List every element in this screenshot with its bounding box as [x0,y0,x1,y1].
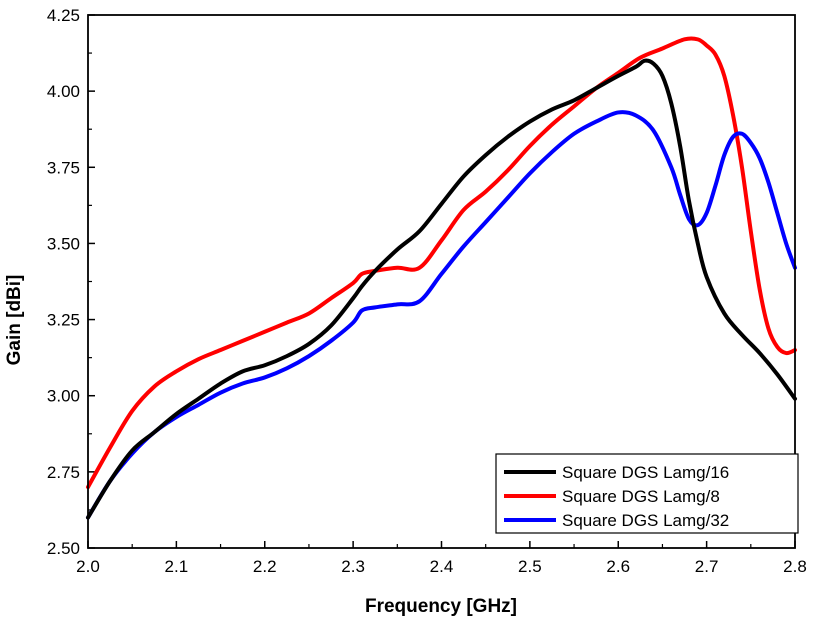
plot-frame [87,14,796,549]
x-tick-label: 2.2 [253,557,277,576]
series-layer [86,36,797,520]
legend-label-lamg8: Square DGS Lamg/8 [562,487,720,506]
y-tick-label: 3.50 [47,234,80,253]
y-tick-label: 3.25 [47,311,80,330]
tick-labels: 2.0 2.1 2.2 2.3 2.4 2.5 2.6 2.7 2.8 2.50 2.75 3.00 3… [47,6,807,576]
x-axis-title: Frequency [GHz] [365,596,517,617]
y-axis-title: Gain [dBi] [4,275,25,366]
legend-label-lamg16: Square DGS Lamg/16 [562,463,729,482]
series-line-lamg16 [86,58,797,520]
y-tick-label: 3.00 [47,387,80,406]
legend-label-lamg32: Square DGS Lamg/32 [562,511,729,530]
x-tick-label: 2.3 [341,557,365,576]
series-line-lamg8 [86,36,797,490]
y-tick-label: 3.75 [47,158,80,177]
x-tick-label: 2.4 [430,557,454,576]
x-tick-label: 2.7 [695,557,719,576]
x-tick-label: 2.5 [518,557,542,576]
x-tick-label: 2.0 [76,557,100,576]
series-line-lamg32 [86,110,797,520]
y-tick-label: 2.50 [47,539,80,558]
x-tick-label: 2.6 [606,557,630,576]
x-tick-label: 2.1 [165,557,189,576]
y-tick-label: 2.75 [47,463,80,482]
legend: Square DGS Lamg/16 Square DGS Lamg/8 Squ… [495,453,799,534]
y-tick-label: 4.25 [47,6,80,25]
x-tick-label: 2.8 [783,557,807,576]
y-tick-label: 4.00 [47,82,80,101]
